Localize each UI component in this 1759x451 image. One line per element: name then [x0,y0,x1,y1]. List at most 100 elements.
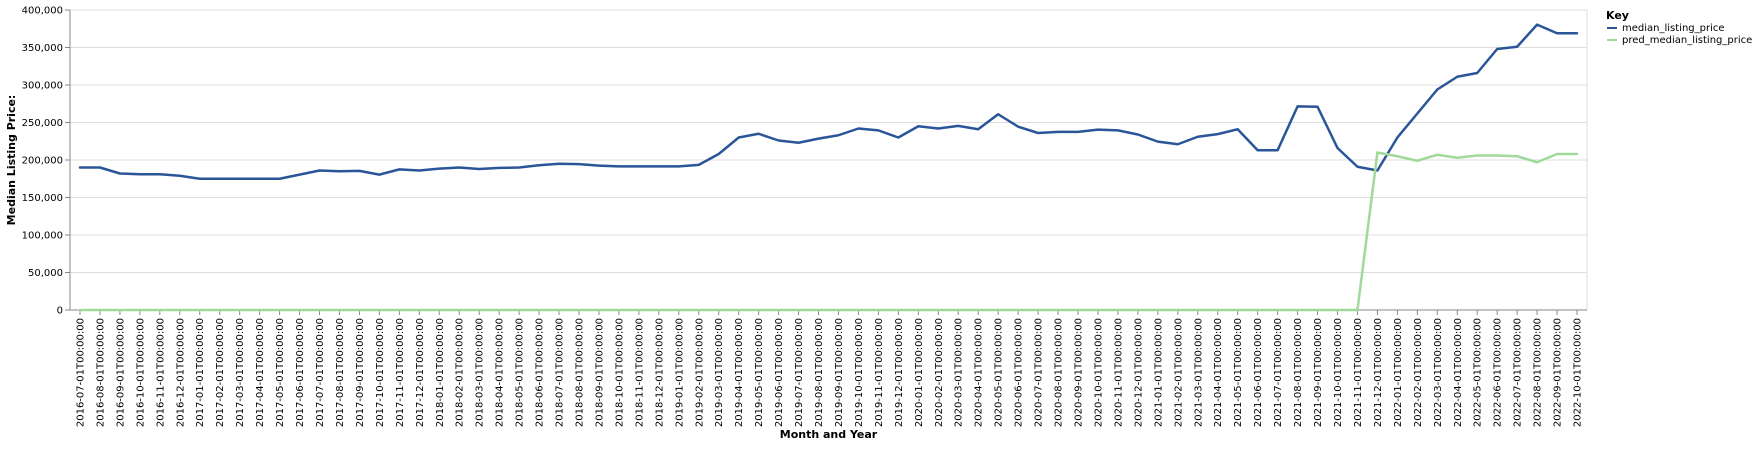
x-tick-label: 2020-09-01T00:00:00 [1074,318,1085,427]
x-tick-label: 2017-09-01T00:00:00 [355,318,366,427]
x-tick-label: 2017-04-01T00:00:00 [255,318,266,427]
x-tick-label: 2017-12-01T00:00:00 [415,318,426,427]
x-tick-label: 2019-11-01T00:00:00 [874,318,885,427]
x-tick-label: 2016-07-01T00:00:00 [75,318,86,427]
x-tick-label: 2017-01-01T00:00:00 [195,318,206,427]
x-tick-label: 2017-02-01T00:00:00 [215,318,226,427]
x-tick-label: 2021-04-01T00:00:00 [1213,318,1224,427]
x-tick-label: 2019-10-01T00:00:00 [854,318,865,427]
x-tick-label: 2020-11-01T00:00:00 [1113,318,1124,427]
x-tick-label: 2022-06-01T00:00:00 [1493,318,1504,427]
y-tick-label: 350,000 [22,43,63,54]
x-tick-label: 2022-02-01T00:00:00 [1413,318,1424,427]
x-tick-label: 2018-01-01T00:00:00 [435,318,446,427]
x-tick-label: 2018-11-01T00:00:00 [634,318,645,427]
x-tick-label: 2021-01-01T00:00:00 [1153,318,1164,427]
x-tick-label: 2021-10-01T00:00:00 [1333,318,1344,427]
y-tick-label: 100,000 [22,231,63,242]
x-tick-label: 2022-07-01T00:00:00 [1513,318,1524,427]
x-tick-label: 2019-01-01T00:00:00 [674,318,685,427]
gridlines [70,9,1587,311]
x-tick-label: 2021-08-01T00:00:00 [1293,318,1304,427]
x-tick-label: 2020-06-01T00:00:00 [1014,318,1025,427]
y-tick-label: 50,000 [28,268,63,279]
x-tick-label: 2018-05-01T00:00:00 [515,318,526,427]
x-tick-label: 2017-06-01T00:00:00 [295,318,306,427]
x-tick-label: 2017-11-01T00:00:00 [395,318,406,427]
x-tick-label: 2019-12-01T00:00:00 [894,318,905,427]
x-tick-label: 2021-06-01T00:00:00 [1253,318,1264,427]
y-tick-label: 250,000 [22,118,63,129]
x-tick-label: 2018-03-01T00:00:00 [475,318,486,427]
x-tick-label: 2018-02-01T00:00:00 [455,318,466,427]
x-tick-label: 2020-12-01T00:00:00 [1133,318,1144,427]
x-tick-label: 2020-07-01T00:00:00 [1034,318,1045,427]
x-tick-label: 2016-08-01T00:00:00 [95,318,106,427]
x-tick-label: 2021-05-01T00:00:00 [1233,318,1244,427]
x-tick-label: 2020-03-01T00:00:00 [954,318,965,427]
x-tick-label: 2017-08-01T00:00:00 [335,318,346,427]
x-tick-label: 2018-07-01T00:00:00 [555,318,566,427]
x-tick-label: 2021-03-01T00:00:00 [1193,318,1204,427]
x-tick-label: 2021-07-01T00:00:00 [1273,318,1284,427]
y-axis: 0 50,000 100,000 150,000 200,000 250,000 300,0… [22,6,71,317]
x-tick-label: 2022-03-01T00:00:00 [1433,318,1444,427]
x-tick-label: 2016-09-01T00:00:00 [115,318,126,427]
x-tick-label: 2022-05-01T00:00:00 [1473,318,1484,427]
x-tick-label: 2019-08-01T00:00:00 [814,318,825,427]
y-axis-title: Median Listing Price: [5,95,18,226]
x-tick-label: 2018-10-01T00:00:00 [614,318,625,427]
x-tick-label: 2021-09-01T00:00:00 [1313,318,1324,427]
x-tick-label: 2019-09-01T00:00:00 [834,318,845,427]
x-tick-label: 2019-05-01T00:00:00 [754,318,765,427]
y-tick-label: 0 [57,306,63,317]
series-line-pred-median-listing-price [78,151,1579,312]
x-tick-label: 2022-09-01T00:00:00 [1553,318,1564,427]
legend-title: Key [1606,9,1629,22]
x-tick-label: 2019-06-01T00:00:00 [774,318,785,427]
x-tick-label: 2019-07-01T00:00:00 [794,318,805,427]
x-tick-label: 2020-01-01T00:00:00 [914,318,925,427]
legend-label: pred_median_listing_price [1622,35,1752,46]
x-tick-label: 2017-10-01T00:00:00 [375,318,386,427]
legend-items: median_listing_pricepred_median_listing_… [1607,23,1752,46]
x-tick-label: 2017-03-01T00:00:00 [235,318,246,427]
y-tick-label: 300,000 [22,81,63,92]
x-tick-label: 2016-12-01T00:00:00 [175,318,186,427]
series-lines [78,23,1579,312]
x-axis: 2016-07-01T00:00:00 2016-08-01T00:00:00 20… [70,309,1587,427]
x-tick-label: 2018-12-01T00:00:00 [654,318,665,427]
x-tick-label: 2020-04-01T00:00:00 [974,318,985,427]
x-axis-title: Month and Year [780,428,878,441]
x-tick-label: 2021-02-01T00:00:00 [1173,318,1184,427]
x-tick-label: 2022-10-01T00:00:00 [1573,318,1584,427]
x-tick-label: 2019-02-01T00:00:00 [694,318,705,427]
x-tick-label: 2020-10-01T00:00:00 [1093,318,1104,427]
series-line-median-listing-price [78,23,1579,180]
x-tick-label: 2022-04-01T00:00:00 [1453,318,1464,427]
x-tick-label: 2018-04-01T00:00:00 [495,318,506,427]
x-tick-label: 2022-08-01T00:00:00 [1533,318,1544,427]
x-tick-label: 2019-03-01T00:00:00 [714,318,725,427]
legend-label: median_listing_price [1622,23,1725,34]
x-tick-label: 2017-05-01T00:00:00 [275,318,286,427]
x-tick-label: 2018-09-01T00:00:00 [594,318,605,427]
legend: Key median_listing_pricepred_median_list… [1606,9,1752,46]
x-tick-label: 2019-04-01T00:00:00 [734,318,745,427]
y-tick-label: 400,000 [22,6,63,17]
x-tick-label: 2021-11-01T00:00:00 [1353,318,1364,427]
x-tick-label: 2021-12-01T00:00:00 [1373,318,1384,427]
y-tick-label: 150,000 [22,193,63,204]
x-tick-label: 2020-02-01T00:00:00 [934,318,945,427]
x-tick-label: 2020-05-01T00:00:00 [994,318,1005,427]
x-tick-label: 2016-11-01T00:00:00 [155,318,166,427]
x-tick-label: 2018-06-01T00:00:00 [535,318,546,427]
x-tick-label: 2020-08-01T00:00:00 [1054,318,1065,427]
x-tick-label: 2017-07-01T00:00:00 [315,318,326,427]
x-tick-label: 2016-10-01T00:00:00 [135,318,146,427]
x-tick-label: 2018-08-01T00:00:00 [574,318,585,427]
y-tick-label: 200,000 [22,156,63,167]
x-tick-label: 2022-01-01T00:00:00 [1393,318,1404,427]
